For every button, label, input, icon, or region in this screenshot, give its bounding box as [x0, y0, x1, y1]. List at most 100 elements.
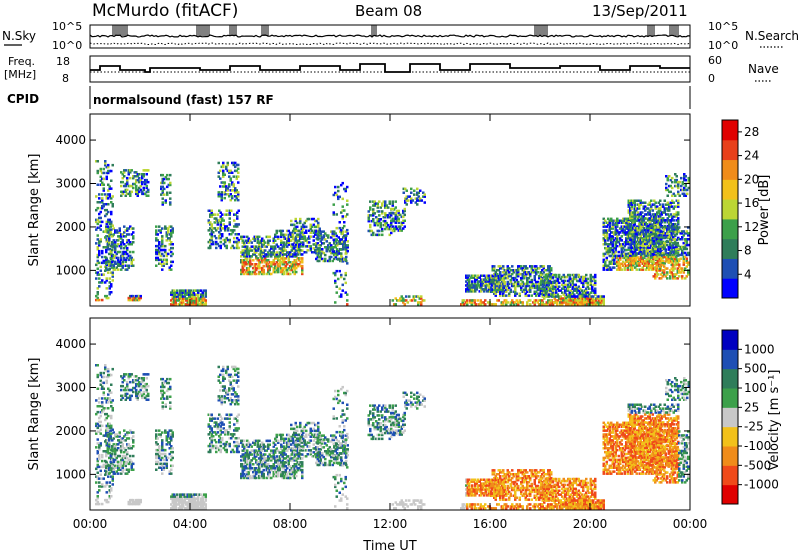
echo-cell — [502, 265, 505, 268]
echo-cell — [327, 244, 330, 247]
echo-cell — [632, 242, 635, 245]
echo-cell — [102, 171, 105, 175]
echo-cell — [180, 299, 183, 302]
echo-cell — [337, 197, 340, 201]
echo-cell — [524, 294, 527, 297]
echo-cell — [393, 229, 396, 233]
echo-cell — [509, 303, 512, 306]
echo-cell — [471, 276, 474, 279]
echo-cell — [644, 221, 647, 224]
echo-cell — [474, 280, 477, 283]
echo-cell — [344, 215, 347, 218]
echo-cell — [671, 260, 674, 263]
echo-cell — [115, 231, 118, 234]
echo-cell — [601, 297, 604, 300]
echo-cell — [321, 251, 324, 255]
echo-cell — [274, 257, 277, 260]
echo-cell — [669, 184, 672, 188]
echo-cell — [118, 235, 121, 238]
echo-cell — [338, 221, 341, 224]
echo-cell — [229, 171, 232, 174]
echo-cell — [631, 256, 634, 260]
echo-cell — [518, 267, 521, 270]
echo-cell — [407, 199, 410, 202]
echo-cell — [668, 207, 671, 210]
echo-cell — [625, 217, 628, 221]
echo-cell — [463, 299, 466, 302]
echo-cell — [641, 237, 644, 240]
echo-cell — [564, 295, 567, 298]
echo-cell — [108, 281, 111, 284]
echo-cell — [161, 243, 164, 246]
echo-cell — [484, 288, 487, 291]
echo-cell — [233, 246, 236, 250]
echo-cell — [662, 211, 665, 214]
echo-cell — [494, 274, 497, 278]
echo-cell — [207, 209, 210, 212]
echo-cell — [547, 273, 550, 277]
echo-cell — [381, 210, 384, 213]
echo-cell — [577, 273, 580, 277]
echo-cell — [629, 262, 632, 265]
echo-cell — [224, 244, 227, 248]
echo-cell — [555, 285, 558, 288]
echo-cell — [236, 233, 239, 236]
echo-cell — [159, 262, 162, 265]
echo-cell — [296, 253, 299, 256]
echo-cell — [650, 252, 653, 255]
echo-cell — [110, 220, 113, 224]
echo-cell — [333, 242, 336, 245]
echo-cell — [101, 410, 104, 414]
echo-cell — [627, 248, 630, 251]
echo-cell — [649, 219, 652, 222]
echo-cell — [315, 242, 318, 245]
echo-cell — [96, 291, 99, 294]
echo-cell — [290, 263, 293, 266]
echo-cell — [331, 246, 334, 249]
echo-cell — [541, 295, 544, 298]
echo-cell — [182, 291, 185, 294]
echo-cell — [629, 256, 632, 259]
echo-cell — [287, 241, 290, 244]
echo-cell — [466, 299, 469, 302]
echo-cell — [336, 242, 339, 245]
echo-cell — [562, 279, 565, 283]
echo-cell — [261, 257, 264, 260]
echo-cell — [259, 253, 262, 256]
echo-cell — [675, 232, 678, 236]
echo-cell — [494, 292, 497, 295]
echo-cell — [188, 297, 191, 300]
echo-cell — [565, 283, 568, 287]
echo-cell — [281, 257, 284, 260]
echo-cell — [622, 260, 625, 264]
echo-cell — [605, 268, 608, 271]
echo-cell — [108, 243, 111, 246]
echo-cell — [147, 194, 150, 197]
echo-cell — [514, 290, 517, 293]
echo-cell — [107, 189, 110, 192]
echo-cell — [614, 246, 617, 250]
echo-cell — [295, 255, 298, 258]
echo-cell — [682, 269, 685, 272]
echo-cell — [520, 272, 523, 276]
echo-cell — [533, 286, 536, 290]
echo-cell — [243, 243, 246, 246]
echo-cell — [675, 277, 678, 280]
echo-cell — [106, 231, 109, 234]
echo-cell — [607, 229, 610, 232]
echo-cell — [222, 242, 225, 246]
echo-cell — [344, 291, 347, 294]
echo-cell — [543, 281, 546, 285]
echo-cell — [669, 190, 672, 194]
echo-cell — [237, 191, 240, 194]
echo-cell — [217, 195, 220, 198]
echo-cell — [280, 266, 283, 270]
echo-cell — [185, 293, 188, 296]
echo-cell — [394, 215, 397, 219]
echo-cell — [648, 260, 651, 263]
echo-cell — [286, 268, 289, 272]
echo-cell — [189, 301, 192, 304]
echo-cell — [583, 297, 586, 300]
echo-cell — [674, 215, 677, 218]
echo-cell — [608, 227, 611, 230]
